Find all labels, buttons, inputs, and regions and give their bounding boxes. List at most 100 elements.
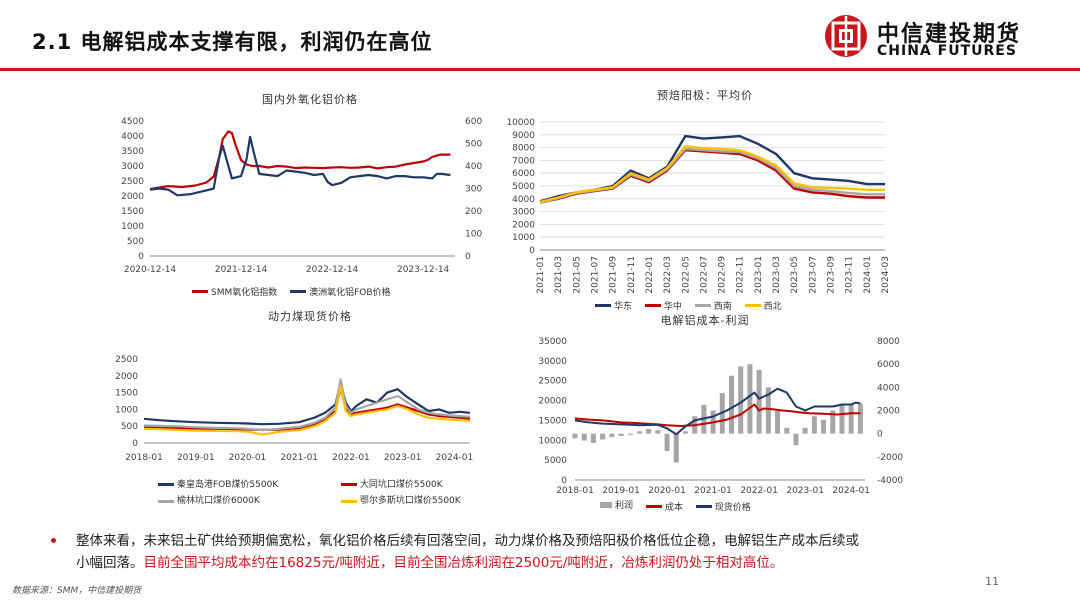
- x-tick-label: 2023-05: [790, 256, 800, 294]
- series-line: [149, 135, 451, 197]
- y-tick-label: 0: [529, 246, 535, 256]
- y-tick-label: 3000: [121, 162, 144, 172]
- series-line: [143, 386, 471, 431]
- y-tick-label: 0: [138, 252, 144, 262]
- legend-label: 榆林坑口煤价6000K: [177, 496, 260, 506]
- legend-label: 秦皇岛港FOB煤价5500K: [177, 479, 279, 490]
- cost-profit-plot: 3500030000250002000015000100005000080006…: [538, 337, 903, 496]
- legend-item: 大同坑口煤价5500K: [340, 477, 443, 493]
- y-tick-label: 2000: [877, 407, 900, 417]
- data-source: 数据来源：SMM，中信建投期货: [12, 586, 142, 596]
- x-tick-label: 2024-03: [881, 256, 891, 294]
- legend-item: SMM氧化铝指数: [192, 285, 277, 298]
- x-tick-label: 2024-01: [863, 256, 873, 294]
- legend-item: 成本: [645, 500, 683, 513]
- profit-bar: [857, 403, 863, 434]
- y-tick-label: 1500: [121, 207, 144, 217]
- legend-swatch: [158, 483, 174, 486]
- profit-bar: [572, 433, 578, 439]
- x-tick-label: 2019-01: [602, 486, 640, 496]
- profit-bar: [821, 419, 827, 434]
- y-tick-label: 6000: [512, 169, 535, 179]
- legend-item: 西南: [694, 299, 732, 312]
- x-tick-label: 2023-03: [772, 256, 782, 294]
- summary-highlight: 目前全国平均成本约在16825元/吨附近，目前全国冶炼利润在2500元/吨附近，…: [143, 555, 784, 571]
- x-tick-label: 2023-12-14: [397, 265, 450, 275]
- legend-label: 华中: [663, 302, 682, 312]
- x-tick-label: 2021-05: [572, 256, 582, 294]
- legend-item: 西北: [744, 299, 782, 312]
- y-tick-label: 10000: [538, 436, 567, 446]
- x-tick-label: 2021-12-14: [215, 265, 268, 275]
- x-tick-label: 2022-01: [740, 486, 778, 496]
- legend-item: 秦皇岛港FOB煤价5500K: [158, 477, 328, 493]
- series-line: [539, 145, 885, 204]
- x-tick-label: 2022-01: [645, 256, 655, 294]
- x-tick-label: 2022-12-14: [306, 265, 359, 275]
- legend-label: SMM氧化铝指数: [211, 288, 278, 298]
- y-tick-label: 5000: [544, 456, 567, 466]
- y-tick-label: 2000: [121, 192, 144, 202]
- y-tick-label: 500: [465, 140, 482, 150]
- y-tick-label: 400: [465, 162, 482, 172]
- y-tick-label: 0: [561, 476, 567, 486]
- legend-item: 华中: [644, 299, 682, 312]
- y-tick-label: 1000: [121, 222, 144, 232]
- y-tick-label: 1000: [512, 233, 535, 243]
- x-tick-label: 2021-01: [280, 453, 318, 463]
- series-line: [574, 403, 861, 427]
- x-tick-label: 2021-01: [694, 486, 732, 496]
- x-tick-label: 2022-01: [332, 453, 370, 463]
- x-tick-label: 2022-07: [699, 256, 709, 294]
- chart-anode-price: 预焙阳极：平均价 10000 9000 8000 7000 6000 5000 4000 30…: [505, 85, 905, 315]
- y-tick-label: 0: [877, 430, 883, 440]
- profit-bar: [738, 366, 744, 434]
- x-tick-label: 2020-12-14: [124, 265, 177, 275]
- profit-bar: [848, 404, 854, 434]
- legend-item: 澳洲氧化铝FOB价格: [290, 285, 391, 298]
- company-logo: 中信建投期货 CHINA FUTURES: [822, 12, 1062, 62]
- profit-bar: [627, 433, 633, 435]
- y-tick-label: 1000: [115, 405, 138, 415]
- x-tick-label: 2018-01: [125, 453, 163, 463]
- legend-swatch: [158, 499, 174, 503]
- x-tick-label: 2023-11: [845, 256, 855, 294]
- profit-bar: [590, 433, 596, 443]
- chart-legend: SMM氧化铝指数 澳洲氧化铝FOB价格: [192, 285, 401, 298]
- series-line: [539, 149, 885, 204]
- y-tick-label: 4000: [877, 383, 900, 393]
- x-tick-label: 2023-01: [384, 453, 422, 463]
- summary-line-2: 小幅回落。: [76, 555, 144, 571]
- alumina-price-plot: 4500400035003000250020001500100050006005…: [121, 117, 482, 275]
- legend-label: 鄂尔多斯坑口煤价5500K: [359, 496, 461, 506]
- legend-item: 华东: [595, 299, 632, 312]
- y-tick-label: 500: [121, 422, 138, 432]
- profit-bar: [811, 416, 817, 434]
- bullet-dot-icon: [51, 538, 56, 543]
- x-tick-label: 2021-07: [590, 256, 600, 294]
- legend-swatch: [644, 304, 661, 307]
- x-tick-label: 2021-09: [609, 256, 619, 294]
- profit-bar: [839, 404, 845, 434]
- x-tick-label: 2022-05: [681, 256, 691, 294]
- y-tick-label: 3000: [512, 208, 535, 218]
- profit-bar: [618, 433, 624, 436]
- series-line: [574, 387, 861, 436]
- x-tick-label: 2019-01: [177, 453, 215, 463]
- profit-bar: [664, 433, 670, 452]
- profit-bar: [682, 431, 688, 434]
- legend-swatch: [595, 304, 611, 307]
- chart-legend: 华东 华中 西南 西北: [595, 299, 792, 312]
- y-tick-label: 300: [465, 185, 482, 195]
- header-divider: [0, 68, 1080, 71]
- chart-thermal-coal-price: 动力煤现货价格 2500 2000 1500 1000 500 0 2018-01 2019-…: [110, 308, 510, 528]
- chart-title: 电解铝成本-利润: [660, 314, 750, 327]
- x-tick-label: 2022-03: [663, 256, 673, 294]
- y-tick-label: 4500: [121, 117, 144, 127]
- profit-bar: [673, 433, 679, 463]
- y-tick-label: 9000: [512, 131, 535, 141]
- y-tick-label: 35000: [538, 337, 567, 347]
- legend-item: 榆林坑口煤价6000K: [158, 493, 328, 509]
- y-tick-label: 8000: [877, 337, 900, 347]
- legend-label: 西北: [763, 302, 782, 312]
